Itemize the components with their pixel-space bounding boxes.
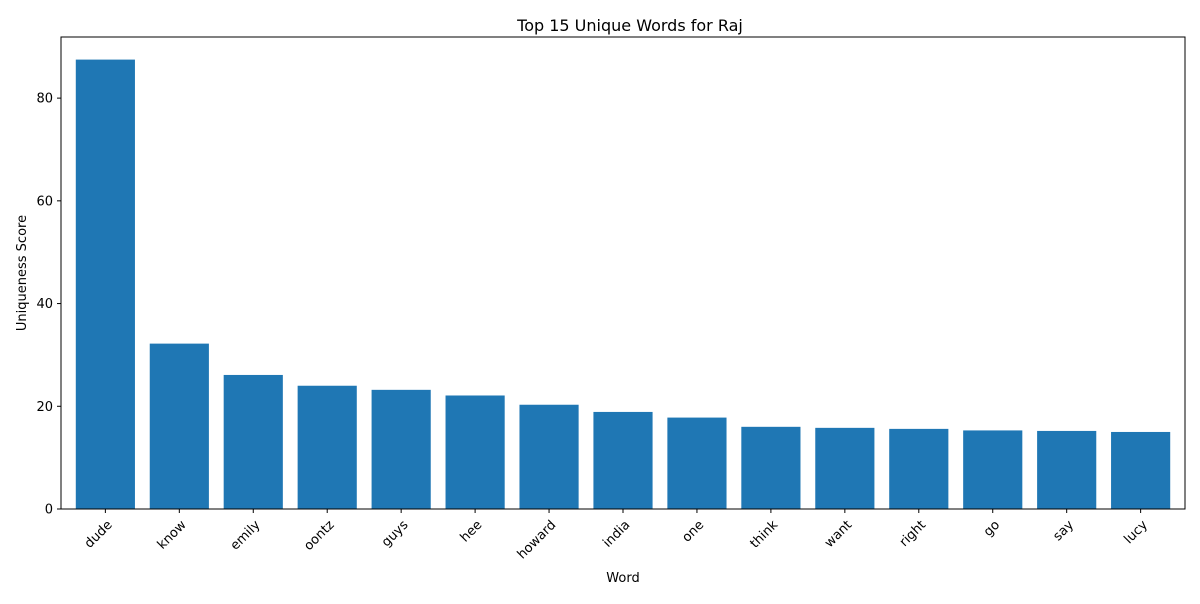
x-tick-label-india: india	[600, 518, 633, 551]
x-axis-label: Word	[606, 571, 639, 586]
plot-frame	[60, 36, 1186, 510]
x-tick-label-think: think	[747, 517, 781, 551]
bars-layer	[75, 59, 1171, 509]
y-tick-label: 0	[45, 503, 53, 518]
bar-one	[667, 417, 727, 509]
x-tick-label-one: one	[680, 518, 708, 546]
bar-lucy	[1111, 431, 1171, 509]
y-tick-label: 40	[36, 297, 53, 312]
x-tick-label-want: want	[822, 518, 855, 551]
bar-say	[1037, 430, 1097, 509]
y-tick-label: 20	[36, 400, 53, 415]
bar-guys	[371, 389, 431, 509]
x-tick-label-guys: guys	[379, 518, 412, 551]
x-tick-label-hee: hee	[458, 518, 486, 546]
bar-emily	[223, 374, 283, 509]
chart-title: Top 15 Unique Words for Raj	[516, 16, 743, 35]
bar-india	[593, 411, 653, 509]
bar-know	[149, 343, 209, 509]
x-tick-label-howard: howard	[515, 518, 560, 563]
y-tick-label: 80	[36, 92, 53, 107]
x-tick-label-oontz: oontz	[301, 518, 337, 554]
bar-want	[815, 427, 875, 509]
x-tick-label-right: right	[897, 518, 929, 550]
bar-think	[741, 426, 801, 509]
x-tick-label-lucy: lucy	[1121, 517, 1151, 547]
bar-right	[889, 428, 949, 509]
x-tick-label-know: know	[155, 517, 190, 552]
x-tick-label-go: go	[981, 518, 1003, 540]
y-tick-label: 60	[36, 194, 53, 209]
x-tick-label-say: say	[1051, 517, 1078, 544]
x-axis-ticks: dude know emily oontz guys hee howard india one t…	[82, 509, 1151, 562]
bar-go	[963, 430, 1023, 509]
bar-howard	[519, 404, 579, 509]
bar-hee	[445, 395, 505, 509]
x-tick-label-emily: emily	[228, 517, 264, 553]
bar-oontz	[297, 385, 357, 509]
bar-dude	[75, 59, 135, 509]
y-axis-label: Uniqueness Score	[15, 215, 30, 331]
y-axis-ticks: 0 20 40 60 80	[36, 92, 61, 518]
x-tick-label-dude: dude	[82, 518, 116, 552]
